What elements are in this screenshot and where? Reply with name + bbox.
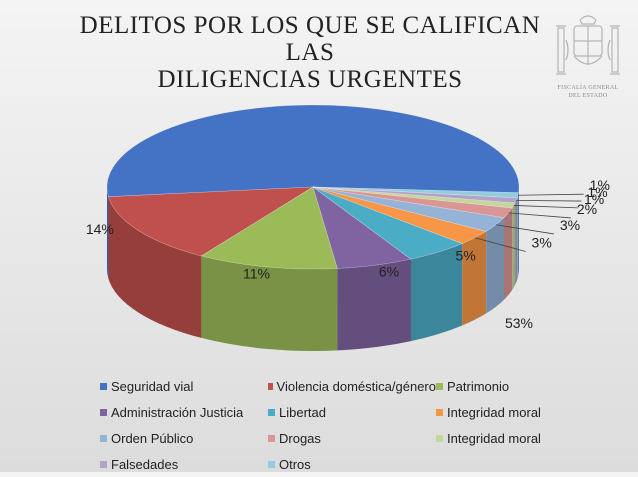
data-label-1: 53% (505, 315, 533, 331)
legend-swatch (100, 460, 107, 468)
data-label-6: 3% (532, 234, 552, 250)
pie-slice-side-4 (337, 259, 411, 351)
data-label-7: 3% (560, 217, 580, 233)
legend-item-2: Violencia doméstica/género (268, 379, 436, 394)
legend-label: Otros (279, 456, 311, 472)
leader-line-8 (508, 212, 571, 219)
chart-title: DELITOS POR LOS QUE SE CALIFICAN LAS DIL… (60, 12, 560, 93)
leader-line-11 (517, 193, 584, 196)
legend-item-10: Falsedades (100, 457, 268, 472)
legend-item-4: Administración Justicia (100, 405, 268, 420)
pie-slice-side-10 (515, 197, 518, 285)
pie-slice-side-5 (410, 243, 463, 342)
data-label-10: 1% (587, 184, 607, 200)
legend-label: Falsedades (111, 456, 179, 472)
pie-slice-side-1 (107, 187, 109, 279)
emblem-caption-line-1: FISCALÍA GENERAL (557, 85, 619, 91)
pie-slice-2 (108, 186, 315, 257)
legend-label: Orden Público (111, 430, 194, 446)
pie-slice-5 (312, 186, 463, 260)
pie-slice-1 (106, 104, 520, 198)
data-label-9: 1% (584, 191, 604, 207)
legend-label: Violencia doméstica/género (276, 378, 436, 394)
leader-line-6 (474, 237, 526, 252)
legend-item-7: Orden Público (100, 431, 268, 446)
leader-line-7 (495, 224, 554, 235)
pie-slice-side-6 (462, 231, 487, 326)
pie-slice-10 (312, 186, 518, 204)
legend-swatch (100, 434, 107, 442)
data-label-11: 1% (590, 177, 610, 193)
legend-row: Orden Público Drogas Integridad moral (100, 425, 620, 451)
coat-of-arms-icon (556, 15, 620, 75)
data-label-4: 6% (379, 263, 399, 279)
legend-item-1: Seguridad vial (100, 379, 268, 394)
legend-label: Drogas (279, 430, 321, 446)
pie-chart: 53%14%11% 6%5%3%3%2%1%1%1% (86, 104, 610, 351)
legend-swatch (268, 408, 275, 416)
legend-item-6: Integridad moral (436, 405, 576, 420)
leader-line-9 (513, 205, 578, 209)
legend-row: Seguridad vial Violencia doméstica/género… (100, 373, 620, 399)
legend-label: Patrimonio (447, 378, 510, 394)
pie-slice-side-7 (486, 217, 504, 314)
legend-swatch (268, 382, 273, 390)
chart-title-line-1: DELITOS POR LOS QUE SE CALIFICAN LAS (79, 12, 541, 66)
legend-item-9: Integridad moral (436, 431, 576, 446)
leader-line-10 (516, 199, 582, 202)
legend-item-3: Patrimonio (436, 379, 556, 394)
pie-slice-4 (312, 186, 412, 269)
legend-item-8: Drogas (268, 431, 436, 446)
emblem-caption-line-2: DEL ESTADO (568, 93, 608, 99)
pie-slice-side-11 (517, 192, 519, 280)
pie-slice-side-3 (201, 255, 338, 351)
pie-slice-side-2 (108, 196, 202, 338)
chart-title-line-2: DILIGENCIAS URGENTES (157, 66, 463, 93)
legend-swatch (100, 382, 107, 390)
data-label-8: 2% (577, 201, 597, 217)
data-label-5: 5% (456, 247, 476, 263)
legend-swatch (436, 408, 443, 416)
legend: Seguridad vial Violencia doméstica/género… (100, 373, 620, 477)
legend-swatch (268, 434, 275, 442)
pie-slice-side-8 (503, 207, 513, 300)
legend-label: Integridad moral (447, 430, 541, 446)
legend-swatch (436, 434, 443, 442)
legend-swatch (100, 408, 107, 416)
legend-label: Administración Justicia (111, 404, 244, 420)
legend-swatch (436, 382, 443, 390)
pie-slice-side-9 (512, 202, 516, 290)
pie-slice-11 (312, 186, 519, 199)
legend-item-5: Libertad (268, 405, 436, 420)
data-label-2: 14% (86, 221, 114, 237)
legend-label: Libertad (279, 404, 326, 420)
legend-item-11: Otros (268, 457, 436, 472)
legend-row: Administración Justicia Libertad Integrida… (100, 399, 620, 425)
legend-label: Integridad moral (447, 404, 541, 420)
emblem-caption: FISCALÍA GENERAL DEL ESTADO (548, 84, 628, 100)
legend-row: Falsedades Otros (100, 451, 620, 477)
legend-swatch (268, 460, 275, 468)
data-label-3: 11% (243, 265, 270, 281)
pie-slice-3 (200, 186, 338, 270)
pie-slice-side-1 (518, 187, 519, 275)
legend-label: Seguridad vial (111, 378, 194, 394)
